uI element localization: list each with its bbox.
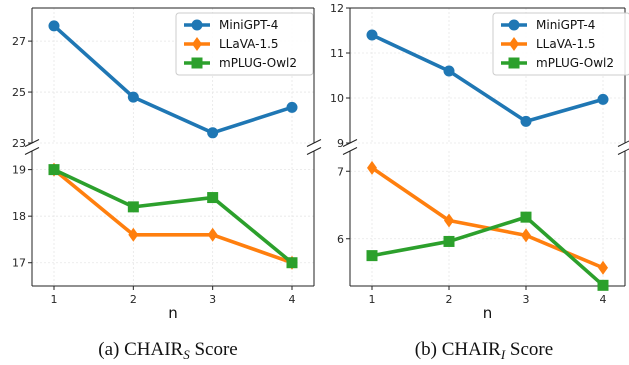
axis-break-mark [342,139,358,147]
data-point [520,115,532,127]
legend-box [492,12,629,76]
axis-break-mark [24,139,40,147]
data-point [207,127,219,139]
legend-marker [191,19,203,31]
y-tick-label: 10 [330,92,344,105]
data-point [48,20,60,32]
y-tick-label: 25 [12,86,26,99]
legend-label: mPLUG-Owl2 [536,56,614,70]
data-point [207,227,218,242]
data-point [366,29,378,41]
data-point [521,228,531,243]
panel-bottom: 17 18 19 [12,151,315,287]
data-point [598,260,608,275]
axis-break-mark [306,147,322,155]
data-point [444,213,454,228]
legend-item: MiniGPT-4 [501,18,595,32]
legend-item: mPLUG-Owl2 [184,56,297,70]
caption-subscript: I [500,347,506,362]
caption-suffix: Score [190,339,238,360]
x-tick-label: 1 [369,293,376,306]
y-tick-label: 19 [12,164,26,177]
series-line [52,24,294,135]
x-tick-label: 2 [130,293,137,306]
y-tick-label: 6 [337,233,344,246]
data-point [127,201,139,213]
legend-item: LLaVA-1.5 [184,37,279,51]
legend-item: LLaVA-1.5 [501,37,596,51]
caption-prefix: (b) CHAIR [415,339,501,360]
axis-break-mark [24,147,40,155]
panel-top: 23 25 27 [12,7,315,150]
legend-marker [508,57,520,69]
y-tick-label: 11 [330,47,344,60]
y-tick-label: 12 [330,2,344,15]
series-line [370,33,605,124]
caption-prefix: (a) CHAIR [98,339,183,360]
y-tick-label: 17 [12,257,26,270]
x-tick-label: 3 [209,293,216,306]
legend-box [175,12,314,76]
legend: MiniGPT-4 LLaVA-1.5 mPLUG-Owl2 [492,12,629,76]
caption-suffix: Score [505,339,553,360]
data-point [597,279,609,291]
x-tick-label: 2 [446,293,453,306]
y-tick-label: 9 [337,137,344,150]
legend-marker [509,37,519,51]
y-tick-label: 23 [12,137,26,150]
series-line [52,167,294,265]
legend-item: mPLUG-Owl2 [501,56,614,70]
data-point [128,227,139,242]
x-tick-label: 4 [289,293,296,306]
x-tick-label: 1 [51,293,58,306]
data-point [597,93,609,105]
x-axis-label: n [168,304,178,322]
legend-marker [508,19,520,31]
chart-caption: (a) CHAIRS Score [98,339,237,362]
legend-marker [192,37,202,51]
caption-subscript: S [183,347,190,362]
data-point [367,160,377,175]
y-tick-label: 7 [337,165,344,178]
x-tick-label: 4 [600,293,607,306]
axis-break-mark [306,139,322,147]
data-point [443,235,455,247]
legend-item: MiniGPT-4 [184,18,278,32]
y-tick-label: 18 [12,210,26,223]
legend-label: LLaVA-1.5 [219,37,279,51]
chart-caption: (b) CHAIRI Score [415,339,553,362]
legend-marker [191,57,203,69]
data-point [207,192,219,204]
legend: MiniGPT-4 LLaVA-1.5 mPLUG-Owl2 [175,12,314,76]
legend-label: LLaVA-1.5 [536,37,596,51]
axis-break-mark [617,140,629,147]
series-minigpt-4 [48,20,298,139]
data-point [520,211,532,223]
legend-label: MiniGPT-4 [536,18,595,32]
series-mplug-owl2 [48,164,298,269]
legend-label: MiniGPT-4 [219,18,278,32]
data-point [443,65,455,77]
series-minigpt-4 [366,29,609,127]
data-point [127,91,139,103]
series-line [370,215,605,288]
y-tick-label: 27 [12,35,26,48]
data-point [286,257,298,269]
axis-break-mark [617,148,629,155]
x-tick-label: 3 [523,293,530,306]
axis-break-mark [342,147,358,155]
series-mplug-owl2 [366,211,609,291]
legend-label: mPLUG-Owl2 [219,56,297,70]
data-point [366,250,378,262]
series-line [52,167,294,265]
data-point [286,101,298,113]
x-axis-label: n [483,304,493,322]
data-point [48,164,60,176]
